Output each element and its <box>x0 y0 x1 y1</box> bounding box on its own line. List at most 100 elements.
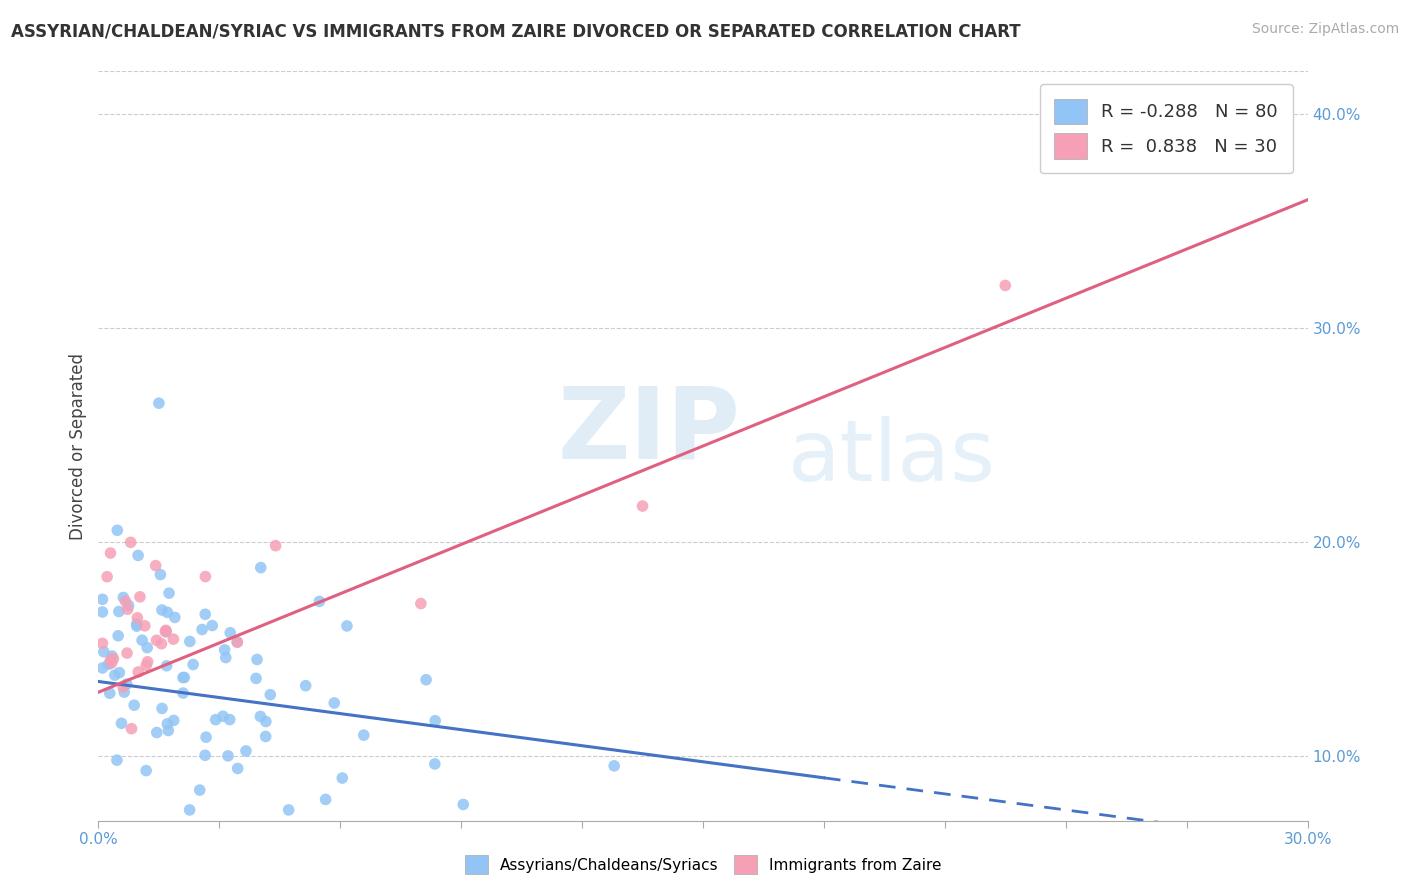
Point <box>226 761 249 775</box>
Point <box>245 672 267 686</box>
Text: ZIP: ZIP <box>558 383 741 480</box>
Point <box>149 567 172 582</box>
Point <box>125 617 148 632</box>
Point <box>235 744 257 758</box>
Point <box>114 594 136 608</box>
Point <box>117 602 139 616</box>
Text: ASSYRIAN/CHALDEAN/SYRIAC VS IMMIGRANTS FROM ZAIRE DIVORCED OR SEPARATED CORRELAT: ASSYRIAN/CHALDEAN/SYRIAC VS IMMIGRANTS F… <box>11 22 1021 40</box>
Point <box>150 701 173 715</box>
Point <box>188 783 211 797</box>
Point <box>308 594 330 608</box>
Point <box>156 658 179 673</box>
Point <box>136 655 159 669</box>
Point <box>409 597 432 611</box>
Point <box>122 698 145 713</box>
Point <box>115 646 138 660</box>
Point <box>125 619 148 633</box>
Point <box>103 652 125 666</box>
Point <box>131 633 153 648</box>
Point <box>215 650 238 665</box>
Point <box>294 679 316 693</box>
Point <box>226 635 249 649</box>
Legend: R = -0.288   N = 80, R =  0.838   N = 30: R = -0.288 N = 80, R = 0.838 N = 30 <box>1040 84 1292 173</box>
Text: atlas: atlas <box>787 416 995 499</box>
Point <box>163 610 186 624</box>
Point <box>127 665 149 679</box>
Y-axis label: Divorced or Separated: Divorced or Separated <box>69 352 87 540</box>
Point <box>172 671 194 685</box>
Point <box>157 723 180 738</box>
Point <box>150 603 173 617</box>
Point <box>195 730 218 744</box>
Point <box>156 605 179 619</box>
Point <box>425 714 447 728</box>
Point <box>194 569 217 583</box>
Point <box>336 619 359 633</box>
Point <box>146 725 169 739</box>
Point <box>117 599 139 613</box>
Point <box>172 686 194 700</box>
Point <box>127 549 149 563</box>
Point <box>451 797 474 812</box>
Point <box>353 728 375 742</box>
Point <box>105 753 128 767</box>
Point <box>100 653 122 667</box>
Point <box>415 673 437 687</box>
Point <box>91 605 114 619</box>
Point <box>110 716 132 731</box>
Point <box>603 759 626 773</box>
Point <box>214 643 236 657</box>
Point <box>246 652 269 666</box>
Point <box>104 668 127 682</box>
Point <box>115 677 138 691</box>
Point <box>254 714 277 729</box>
Point <box>112 591 135 605</box>
Point <box>194 748 217 763</box>
Point <box>323 696 346 710</box>
Point <box>155 624 177 639</box>
Point <box>91 636 114 650</box>
Point <box>136 640 159 655</box>
Point <box>179 803 201 817</box>
Point <box>155 624 177 639</box>
Point <box>93 645 115 659</box>
Point <box>994 278 1017 293</box>
Point <box>217 748 239 763</box>
Point <box>204 713 226 727</box>
Point <box>91 592 114 607</box>
Point <box>112 680 135 694</box>
Point <box>121 722 143 736</box>
Point <box>315 792 337 806</box>
Point <box>150 637 173 651</box>
Point <box>254 730 277 744</box>
Point <box>120 535 142 549</box>
Point <box>134 619 156 633</box>
Point <box>162 632 184 647</box>
Point <box>194 607 217 622</box>
Point <box>157 586 180 600</box>
Point <box>219 625 242 640</box>
Point <box>98 686 121 700</box>
Point <box>249 560 271 574</box>
Point <box>108 665 131 680</box>
Point <box>191 623 214 637</box>
Point <box>631 499 654 513</box>
Point <box>277 803 299 817</box>
Point <box>179 634 201 648</box>
Legend: Assyrians/Chaldeans/Syriacs, Immigrants from Zaire: Assyrians/Chaldeans/Syriacs, Immigrants … <box>458 849 948 880</box>
Point <box>423 756 446 771</box>
Point <box>181 657 204 672</box>
Point <box>100 546 122 560</box>
Point <box>108 605 131 619</box>
Point <box>127 611 149 625</box>
Point <box>218 713 240 727</box>
Point <box>330 771 353 785</box>
Point <box>212 709 235 723</box>
Point <box>101 649 124 664</box>
Point <box>96 570 118 584</box>
Point <box>173 670 195 684</box>
Point <box>112 685 135 699</box>
Point <box>201 618 224 632</box>
Point <box>105 523 128 537</box>
Point <box>107 629 129 643</box>
